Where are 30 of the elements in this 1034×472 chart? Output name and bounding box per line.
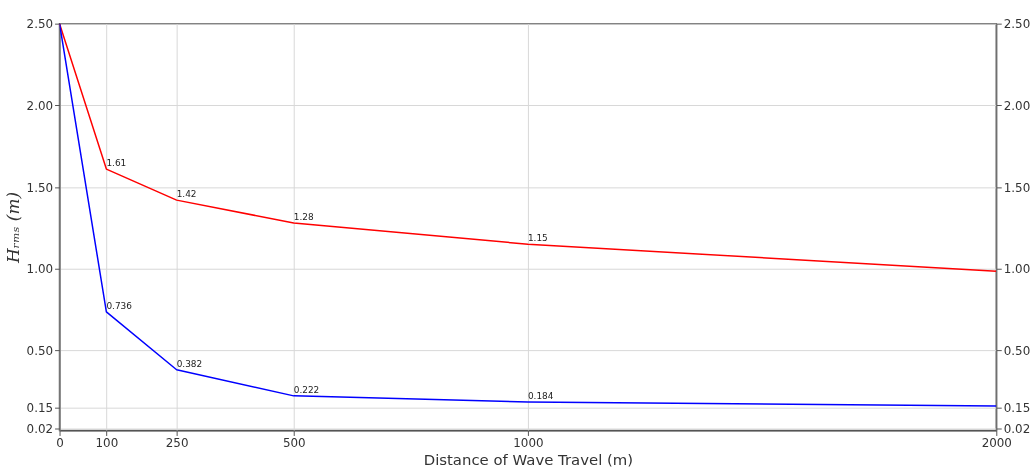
y-axis-title: Hᵣₘₛ (m) bbox=[2, 192, 23, 265]
x-tick-label: 250 bbox=[165, 435, 189, 450]
data-label: 1.42 bbox=[176, 189, 197, 200]
y2-tick-label: 0.50 bbox=[1003, 343, 1031, 358]
x-tick-label: 100 bbox=[95, 435, 119, 450]
y2-tick-label: 0.15 bbox=[1003, 401, 1031, 416]
data-label: 1.61 bbox=[106, 158, 127, 169]
y2-tick-label: 1.00 bbox=[1003, 262, 1031, 277]
y2-tick-label: 0.02 bbox=[1003, 422, 1031, 437]
y-tick-label: 0.02 bbox=[26, 422, 54, 437]
data-label: 0.184 bbox=[527, 391, 554, 402]
x-tick-label: 0 bbox=[56, 435, 64, 450]
y2-tick-label: 2.50 bbox=[1003, 17, 1031, 32]
y-tick-label: 0.50 bbox=[26, 343, 54, 358]
y-tick-label: 1.50 bbox=[26, 180, 54, 195]
data-label: 1.28 bbox=[293, 212, 314, 223]
y-tick-label: 1.00 bbox=[26, 262, 54, 277]
data-label: 0.736 bbox=[106, 300, 133, 311]
x-tick-label: 500 bbox=[282, 435, 306, 450]
x-axis-title: Distance of Wave Travel (m) bbox=[423, 450, 634, 469]
data-label: 1.15 bbox=[527, 233, 548, 244]
y-tick-label: 2.00 bbox=[26, 98, 54, 113]
y2-tick-label: 2.00 bbox=[1003, 98, 1031, 113]
y-tick-label: 2.50 bbox=[26, 17, 54, 32]
y-tick-label: 0.15 bbox=[26, 401, 54, 416]
y2-tick-label: 1.50 bbox=[1003, 180, 1031, 195]
x-tick-label: 1000 bbox=[513, 435, 544, 450]
x-tick-label: 2000 bbox=[981, 435, 1012, 450]
data-label: 0.222 bbox=[293, 384, 320, 395]
data-label: 0.382 bbox=[176, 358, 203, 369]
